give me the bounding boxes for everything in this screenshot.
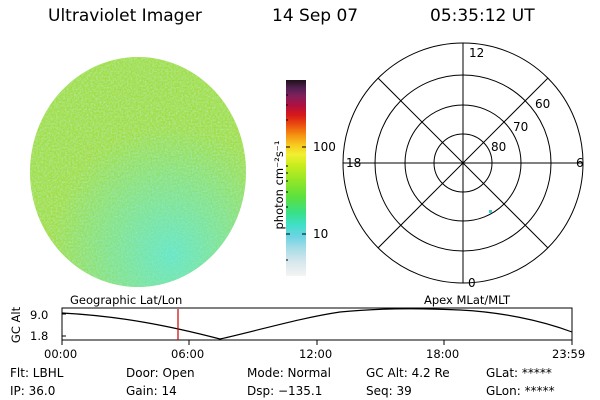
colorbar-tick-100: 100 xyxy=(313,140,336,154)
status-ip: IP: 36.0 xyxy=(10,384,56,398)
mlt-label-0: 0 xyxy=(468,276,476,290)
time-label: 05:35:12 UT xyxy=(430,6,535,26)
status-glat: GLat: ***** xyxy=(486,366,552,380)
color-bar xyxy=(286,80,306,276)
alt-ytick-top: 9.0 xyxy=(30,308,49,322)
geographic-title: Geographic Lat/Lon xyxy=(70,293,183,307)
lat-label-70: 70 xyxy=(513,120,529,134)
altitude-curve xyxy=(61,308,573,340)
status-filter: Flt: LBHL xyxy=(10,366,64,380)
mlt-label-6: 6 xyxy=(576,156,584,170)
polar-plot xyxy=(342,42,584,284)
alt-xtick-0000: 00:00 xyxy=(44,347,78,361)
status-seq: Seq: 39 xyxy=(366,384,412,398)
lat-label-60: 60 xyxy=(535,97,551,111)
alt-xtick-2359: 23:59 xyxy=(552,347,586,361)
status-glon: GLon: ***** xyxy=(486,384,555,398)
altitude-plot-frame xyxy=(61,307,573,345)
uv-earth-image xyxy=(30,57,246,287)
mlt-label-18: 18 xyxy=(346,156,362,170)
instrument-title: Ultraviolet Imager xyxy=(48,6,202,26)
alt-ylabel: GC Alt xyxy=(9,306,23,344)
status-gain: Gain: 14 xyxy=(126,384,177,398)
mlt-label-12: 12 xyxy=(469,46,485,60)
alt-ytick-bottom: 1.8 xyxy=(30,329,49,343)
lat-label-80: 80 xyxy=(491,140,507,154)
status-gc-alt: GC Alt: 4.2 Re xyxy=(366,366,450,380)
status-mode: Mode: Normal xyxy=(247,366,331,380)
date-label: 14 Sep 07 xyxy=(272,6,359,26)
alt-xtick-1800: 18:00 xyxy=(426,347,460,361)
colorbar-unit-label: photon cm⁻²s⁻¹ xyxy=(272,140,286,230)
alt-xtick-1200: 12:00 xyxy=(299,347,333,361)
alt-xtick-0600: 06:00 xyxy=(171,347,205,361)
colorbar-tick-10: 10 xyxy=(313,227,329,241)
status-door: Door: Open xyxy=(126,366,195,380)
apex-title: Apex MLat/MLT xyxy=(424,293,511,307)
status-dsp: Dsp: −135.1 xyxy=(247,384,323,398)
polar-data-point xyxy=(489,210,492,213)
